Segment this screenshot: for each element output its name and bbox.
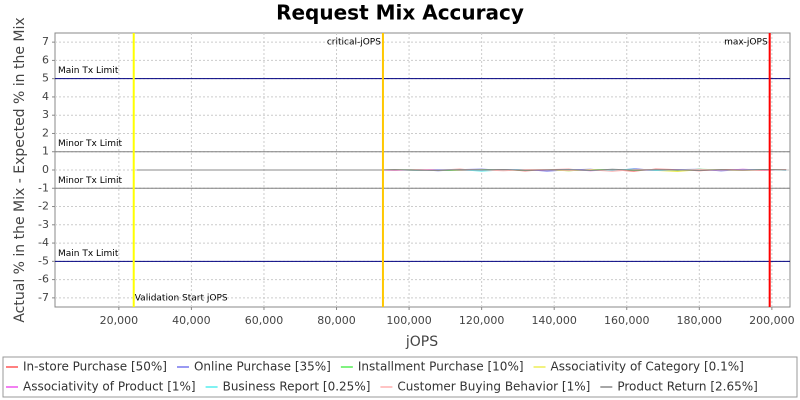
- y-tick-label: 6: [42, 53, 49, 66]
- y-tick-label: 1: [42, 145, 49, 158]
- series-line: [136, 168, 787, 172]
- legend-label: Online Purchase [35%]: [194, 360, 331, 374]
- y-axis-label: Actual % in the Mix - Expected % in the …: [12, 17, 28, 322]
- x-tick-label: 40,000: [172, 314, 211, 327]
- legend-label: Business Report [0.25%]: [223, 380, 371, 394]
- x-tick-label: 60,000: [245, 314, 284, 327]
- legend-label: In-store Purchase [50%]: [23, 360, 167, 374]
- limit-label: Main Tx Limit: [58, 66, 119, 76]
- y-tick-label: -3: [38, 218, 49, 231]
- marker-label: max-jOPS: [724, 38, 768, 48]
- y-tick-label: -4: [38, 236, 49, 249]
- x-tick-label: 180,000: [677, 314, 723, 327]
- legend-label: Customer Buying Behavior [1%]: [397, 380, 590, 394]
- x-tick-label: 80,000: [317, 314, 356, 327]
- legend-label: Product Return [2.65%]: [617, 380, 758, 394]
- y-tick-label: 5: [42, 72, 49, 85]
- y-tick-label: 7: [42, 35, 49, 48]
- legend-box: [2, 356, 798, 398]
- legend-label: Associativity of Category [0.1%]: [551, 360, 744, 374]
- y-tick-label: 3: [42, 108, 49, 121]
- chart-title: Request Mix Accuracy: [276, 1, 524, 25]
- x-tick-label: 200,000: [749, 314, 795, 327]
- y-tick-label: 0: [42, 163, 49, 176]
- y-tick-label: 2: [42, 126, 49, 139]
- x-tick-label: 20,000: [100, 314, 139, 327]
- marker-label: Validation Start jOPS: [135, 294, 228, 304]
- y-tick-label: -1: [38, 181, 49, 194]
- y-tick-label: -6: [38, 273, 49, 286]
- limit-label: Minor Tx Limit: [58, 176, 123, 186]
- y-tick-label: 4: [42, 90, 49, 103]
- limit-label: Main Tx Limit: [58, 249, 119, 259]
- x-tick-label: 140,000: [531, 314, 577, 327]
- legend-label: Associativity of Product [1%]: [23, 380, 196, 394]
- x-axis-label: jOPS: [405, 334, 438, 350]
- x-tick-label: 120,000: [459, 314, 505, 327]
- y-tick-label: -5: [38, 254, 49, 267]
- y-tick-label: -7: [38, 291, 49, 304]
- x-tick-label: 160,000: [604, 314, 650, 327]
- marker-label: critical-jOPS: [327, 38, 381, 48]
- limit-label: Minor Tx Limit: [58, 139, 123, 149]
- y-tick-label: -2: [38, 200, 49, 213]
- legend-label: Installment Purchase [10%]: [358, 360, 524, 374]
- x-tick-label: 100,000: [386, 314, 432, 327]
